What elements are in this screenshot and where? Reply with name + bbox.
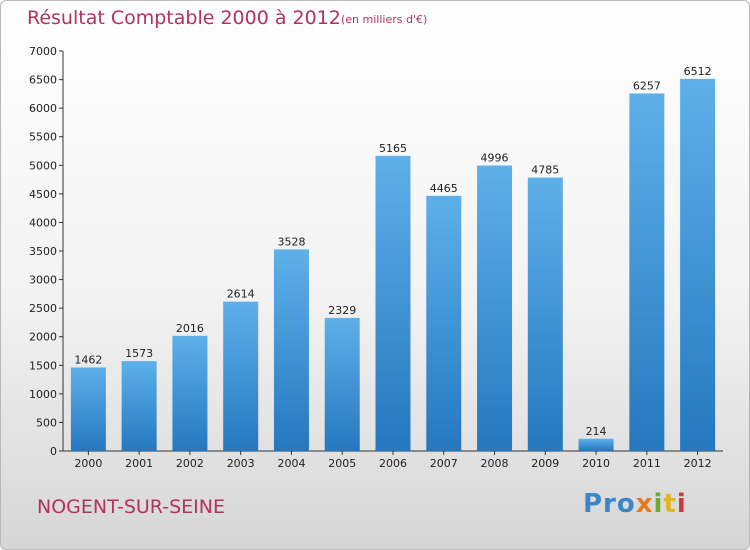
bar-value-label: 1462 — [74, 353, 102, 366]
logo-part: t — [663, 489, 677, 519]
x-tick-label: 2000 — [74, 457, 102, 470]
bar-value-label: 1573 — [125, 347, 153, 360]
bar-value-label: 214 — [586, 425, 607, 438]
y-tick-label: 2500 — [29, 302, 57, 315]
bar-value-label: 6512 — [684, 65, 712, 78]
bar — [273, 249, 309, 451]
y-tick-label: 500 — [36, 416, 57, 429]
bar — [527, 177, 563, 452]
x-tick-label: 2008 — [481, 457, 509, 470]
bar — [578, 438, 614, 451]
bar-value-label: 2614 — [227, 288, 255, 301]
logo-part: i — [676, 489, 687, 519]
bar-value-label: 2329 — [328, 304, 356, 317]
logo-part: Pro — [583, 489, 636, 519]
x-tick-label: 2007 — [430, 457, 458, 470]
x-tick-label: 2010 — [582, 457, 610, 470]
x-tick-label: 2001 — [125, 457, 153, 470]
bar — [223, 301, 259, 451]
bar — [426, 195, 462, 451]
x-tick-label: 2006 — [379, 457, 407, 470]
y-tick-label: 5500 — [29, 131, 57, 144]
chart-subtitle: (en milliers d'€) — [341, 13, 428, 26]
x-tick-label: 2002 — [176, 457, 204, 470]
bar-value-label: 3528 — [277, 235, 305, 248]
y-tick-label: 1500 — [29, 359, 57, 372]
bar — [70, 367, 106, 451]
bar — [172, 335, 208, 451]
proxiti-logo: Proxiti — [583, 489, 687, 519]
bar-value-label: 4996 — [481, 152, 509, 165]
chart-title: Résultat Comptable 2000 à 2012 — [27, 7, 341, 29]
x-tick-label: 2005 — [328, 457, 356, 470]
y-tick-label: 3500 — [29, 245, 57, 258]
y-tick-label: 4500 — [29, 188, 57, 201]
bar — [477, 165, 513, 451]
y-tick-label: 2000 — [29, 331, 57, 344]
x-tick-label: 2012 — [684, 457, 712, 470]
city-name: NOGENT-SUR-SEINE — [37, 496, 225, 518]
bar-value-label: 4785 — [531, 164, 559, 177]
bar — [680, 78, 716, 451]
bar — [375, 155, 411, 451]
x-tick-label: 2003 — [227, 457, 255, 470]
y-tick-label: 3000 — [29, 274, 57, 287]
y-tick-label: 6500 — [29, 74, 57, 87]
x-tick-label: 2004 — [277, 457, 305, 470]
y-tick-label: 4000 — [29, 216, 57, 229]
y-tick-label: 0 — [50, 445, 57, 458]
y-tick-label: 1000 — [29, 388, 57, 401]
y-tick-label: 7000 — [29, 45, 57, 58]
bar — [121, 361, 157, 451]
logo-part: i — [653, 489, 664, 519]
x-tick-label: 2009 — [531, 457, 559, 470]
bar — [629, 93, 665, 451]
y-tick-label: 5000 — [29, 159, 57, 172]
y-tick-label: 6000 — [29, 102, 57, 115]
bar-value-label: 4465 — [430, 182, 458, 195]
bar-value-label: 5165 — [379, 142, 407, 155]
bar-value-label: 2016 — [176, 322, 204, 335]
logo-part: x — [635, 489, 654, 519]
x-tick-label: 2011 — [633, 457, 661, 470]
bar — [324, 317, 360, 451]
bar-value-label: 6257 — [633, 79, 661, 92]
